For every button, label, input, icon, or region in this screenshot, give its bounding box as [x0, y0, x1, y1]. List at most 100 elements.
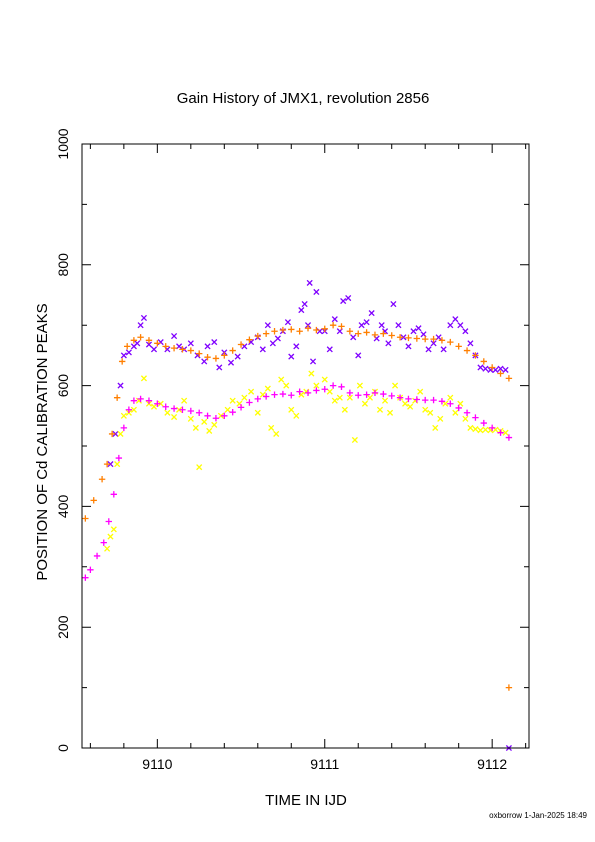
data-point [321, 386, 328, 393]
data-point [288, 392, 295, 399]
data-point [201, 418, 208, 425]
data-point [497, 429, 504, 436]
data-point [405, 334, 412, 342]
data-point [179, 346, 186, 353]
data-point [107, 533, 114, 540]
data-point [105, 518, 112, 525]
data-point [125, 349, 132, 356]
data-point [442, 400, 449, 407]
data-point [278, 376, 285, 383]
data-point [288, 353, 295, 360]
data-point [430, 335, 437, 343]
data-point [98, 476, 106, 483]
data-point [237, 341, 245, 348]
data-point [162, 403, 169, 410]
data-point [241, 394, 248, 401]
data-point [438, 337, 446, 344]
data-point [378, 322, 385, 329]
data-point [482, 426, 489, 433]
y-tick-label: 0 [55, 744, 71, 752]
data-point [204, 354, 211, 361]
data-point [204, 343, 211, 350]
data-point [477, 427, 484, 434]
data-point [410, 328, 417, 335]
data-point [356, 382, 363, 389]
data-point [396, 394, 404, 401]
data-point [301, 301, 308, 308]
y-tick-label: 600 [55, 374, 71, 398]
data-point [264, 322, 271, 329]
data-point [313, 288, 320, 296]
data-point [385, 340, 392, 347]
chart-marks [82, 279, 513, 752]
data-point [388, 392, 395, 400]
data-point [467, 424, 474, 431]
data-point [447, 322, 454, 329]
data-point [462, 328, 469, 335]
data-point [505, 434, 513, 441]
y-axis-label: POSITION OF Cd CALIBRATION PEAKS [34, 303, 51, 580]
data-point [309, 358, 317, 365]
data-point [104, 545, 111, 552]
data-point [350, 334, 357, 341]
scatter-series-1 [107, 279, 512, 752]
data-point [103, 460, 111, 468]
data-point [229, 347, 236, 354]
data-point [331, 316, 338, 323]
y-tick-label: 200 [55, 615, 71, 639]
data-point [437, 415, 444, 422]
data-point [413, 396, 421, 403]
data-point [321, 376, 328, 383]
data-point [117, 430, 124, 437]
data-point [396, 334, 404, 341]
data-point [283, 382, 290, 389]
data-point [154, 340, 161, 347]
data-point [492, 366, 499, 373]
data-point [229, 408, 236, 416]
data-point [181, 397, 188, 404]
data-point [118, 358, 126, 365]
data-point [293, 343, 300, 350]
data-point [296, 388, 303, 395]
data-point [482, 365, 489, 372]
data-point [150, 346, 158, 353]
data-point [113, 394, 121, 401]
data-point [274, 335, 281, 342]
data-point [405, 395, 412, 403]
data-point [488, 424, 496, 432]
data-point [313, 326, 320, 334]
data-point [187, 340, 194, 347]
data-point [224, 406, 231, 413]
data-point [216, 364, 223, 371]
data-point [164, 409, 171, 416]
data-point [150, 403, 158, 410]
data-point [462, 415, 469, 422]
data-point [229, 397, 236, 404]
data-point [206, 427, 213, 434]
data-point [211, 421, 218, 428]
data-point [432, 424, 439, 431]
data-point [254, 395, 261, 403]
data-point [497, 370, 504, 377]
data-point [304, 325, 312, 332]
data-point [336, 394, 343, 401]
axis-ticks [82, 143, 529, 749]
data-point [338, 323, 345, 330]
data-point [371, 389, 379, 397]
data-point [390, 301, 397, 308]
data-point [288, 406, 295, 413]
data-point [221, 412, 228, 419]
data-point [457, 322, 464, 329]
data-point [447, 400, 454, 407]
data-point [477, 364, 484, 371]
data-point [246, 399, 253, 406]
data-point [376, 406, 384, 413]
data-point [90, 497, 97, 504]
data-point [455, 343, 462, 350]
data-point [130, 397, 138, 404]
data-point [271, 328, 278, 335]
data-point [400, 334, 407, 341]
chart-title: Gain History of JMX1, revolution 2856 [177, 90, 430, 107]
x-tick-label: 9112 [477, 756, 507, 772]
data-point [273, 430, 280, 437]
